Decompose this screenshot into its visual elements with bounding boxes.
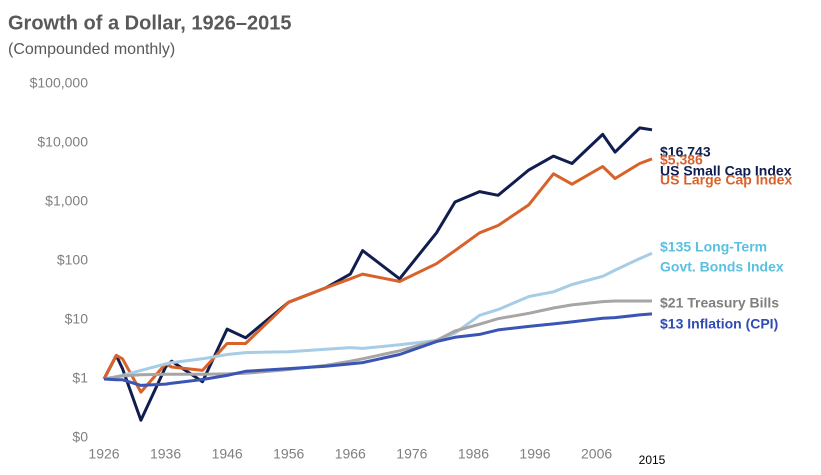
chart-subtitle: (Compounded monthly) bbox=[8, 41, 175, 58]
series-label: $16,743 bbox=[660, 144, 711, 160]
series-label: US Large Cap Index bbox=[660, 172, 792, 188]
x-tick-label: 1966 bbox=[335, 446, 366, 462]
series-label: $135 Long-Term bbox=[660, 239, 767, 255]
x-tick-label: 1926 bbox=[88, 446, 119, 462]
series-label: $5,386 bbox=[660, 152, 703, 168]
y-tick-label: $10,000 bbox=[37, 134, 88, 150]
series-line bbox=[103, 299, 652, 381]
y-tick-label: $1,000 bbox=[45, 193, 88, 209]
x-tick-label: 1986 bbox=[458, 446, 489, 462]
y-tick-label: $100 bbox=[57, 252, 88, 268]
x-tick-label: 1956 bbox=[273, 446, 304, 462]
x-tick-label: 1996 bbox=[519, 446, 550, 462]
y-tick-label: $100,000 bbox=[30, 75, 89, 91]
x-tick-label: 1976 bbox=[396, 446, 427, 462]
x-tick-label: 1936 bbox=[150, 446, 181, 462]
y-tick-label: $1 bbox=[72, 370, 88, 386]
y-tick-label: $10 bbox=[65, 311, 89, 327]
series-label: $21 Treasury Bills bbox=[660, 295, 779, 311]
series-line bbox=[103, 251, 653, 381]
x-tick-label: 2015 bbox=[639, 453, 666, 467]
chart-title: Growth of a Dollar, 1926–2015 bbox=[8, 12, 291, 34]
x-tick-label: 2006 bbox=[581, 446, 612, 462]
series-label: US Small Cap Index bbox=[660, 163, 792, 179]
series-line bbox=[102, 126, 653, 422]
series-line bbox=[102, 157, 653, 394]
series-line bbox=[103, 312, 653, 387]
y-tick-label: $0 bbox=[72, 429, 88, 445]
series-label: Govt. Bonds Index bbox=[660, 259, 784, 275]
x-tick-label: 1946 bbox=[212, 446, 243, 462]
series-label: $13 Inflation (CPI) bbox=[660, 316, 778, 332]
